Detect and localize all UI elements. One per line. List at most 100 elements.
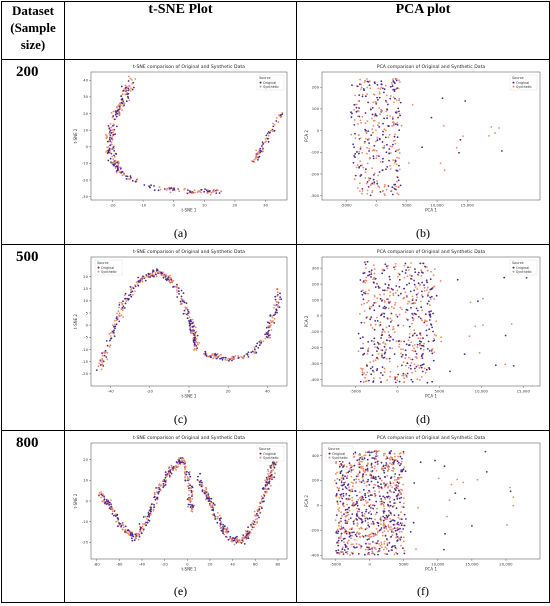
point-original [381, 374, 384, 376]
point-synthetic [153, 491, 156, 494]
point-synthetic [365, 276, 368, 279]
point-synthetic [392, 326, 395, 328]
point-synthetic [392, 96, 395, 98]
point-original [207, 497, 210, 500]
point-original [441, 97, 444, 100]
point-original [255, 153, 257, 155]
point-original [165, 279, 168, 282]
point-original [443, 465, 446, 468]
x-tick-label: 20 [225, 389, 230, 394]
y-tick-label: 20 [83, 274, 88, 279]
point-original [108, 136, 111, 139]
point-synthetic [368, 289, 370, 291]
point-original [141, 275, 144, 278]
point-synthetic [509, 486, 511, 489]
point-original [383, 471, 386, 474]
x-tick-label: 30 [263, 203, 268, 208]
point-synthetic [211, 357, 214, 360]
point-synthetic [266, 325, 269, 328]
point-original [148, 276, 151, 278]
y-tick-label: 200 [312, 478, 320, 483]
point-original [263, 495, 265, 497]
point-synthetic [394, 142, 397, 145]
point-synthetic [357, 123, 359, 125]
point-synthetic [373, 546, 376, 549]
point-original [370, 474, 373, 477]
point-synthetic [375, 458, 378, 460]
point-synthetic [373, 268, 376, 270]
point-synthetic [373, 340, 375, 343]
point-synthetic [375, 149, 378, 152]
point-synthetic [361, 151, 364, 154]
point-original [368, 546, 370, 549]
point-synthetic [365, 484, 368, 487]
point-original [380, 314, 382, 317]
point-original [378, 96, 381, 99]
legend-marker-original [328, 452, 331, 455]
point-synthetic [413, 363, 416, 365]
point-synthetic [380, 543, 383, 546]
point-synthetic [383, 540, 386, 543]
point-original [198, 481, 201, 484]
point-synthetic [176, 188, 179, 190]
x-tick-label: 15,000 [517, 389, 531, 394]
point-original [265, 336, 267, 338]
point-synthetic [371, 552, 373, 555]
point-synthetic [219, 190, 222, 193]
point-synthetic [383, 525, 386, 528]
point-synthetic [106, 146, 109, 148]
point-synthetic [366, 86, 369, 89]
point-synthetic [406, 275, 409, 278]
point-synthetic [379, 293, 381, 296]
point-original [359, 148, 362, 150]
point-synthetic [390, 491, 393, 493]
point-synthetic [345, 465, 348, 468]
point-synthetic [370, 466, 373, 469]
x-tick-label: 10 [201, 203, 206, 208]
point-synthetic [403, 502, 405, 505]
point-synthetic [376, 180, 378, 183]
point-synthetic [389, 480, 391, 483]
point-synthetic [356, 522, 359, 524]
point-synthetic [188, 471, 191, 473]
point-synthetic [106, 351, 108, 354]
cell-e: t-SNE comparison of Original and Synthet… [64, 430, 297, 603]
legend-label-original: Original [332, 452, 345, 456]
point-synthetic [268, 472, 271, 475]
point-synthetic [378, 186, 381, 189]
point-synthetic [338, 536, 341, 539]
point-synthetic [111, 139, 114, 141]
point-synthetic [357, 517, 360, 520]
point-original [429, 316, 432, 318]
point-synthetic [170, 464, 172, 467]
point-synthetic [372, 131, 375, 134]
point-synthetic [397, 185, 400, 188]
point-original [213, 353, 216, 356]
point-original [408, 282, 411, 285]
point-synthetic [122, 88, 125, 90]
point-original [397, 324, 399, 327]
point-synthetic [191, 337, 194, 340]
point-synthetic [205, 493, 208, 496]
point-original [374, 277, 377, 280]
point-original [108, 501, 111, 504]
point-synthetic [338, 553, 341, 555]
point-synthetic [187, 191, 190, 194]
point-synthetic [367, 521, 369, 524]
point-synthetic [388, 360, 391, 363]
point-synthetic [117, 310, 119, 313]
x-tick-label: -5000 [350, 389, 362, 394]
point-synthetic [158, 483, 161, 485]
point-original [342, 502, 345, 505]
x-tick-label: 10,000 [475, 389, 489, 394]
point-original [357, 552, 360, 555]
point-original [408, 344, 410, 346]
point-synthetic [394, 304, 396, 306]
point-synthetic [256, 509, 258, 512]
point-original [266, 331, 269, 333]
point-original [362, 280, 365, 282]
point-original [367, 350, 369, 352]
point-synthetic [126, 178, 129, 181]
x-tick-label: 20,000 [499, 562, 513, 567]
legend-label-original: Original [101, 266, 114, 270]
